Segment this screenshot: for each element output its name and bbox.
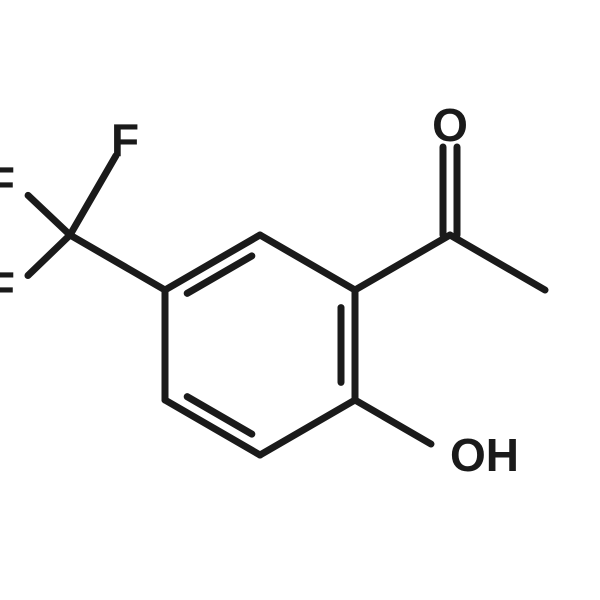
bond: [70, 235, 165, 290]
atom-label-f: F: [0, 157, 15, 209]
atom-label-o: O: [432, 99, 468, 151]
bond: [260, 400, 355, 455]
bond: [28, 195, 70, 235]
bond: [260, 235, 355, 290]
atom-label-f: F: [111, 114, 139, 166]
bond: [355, 400, 431, 444]
bond: [355, 235, 450, 290]
bond: [450, 235, 545, 290]
bond: [28, 235, 70, 276]
atom-label-oh: OH: [450, 429, 519, 481]
atom-label-f: F: [0, 262, 15, 314]
chemical-structure: F F F O OH: [0, 0, 600, 600]
bond: [70, 156, 116, 235]
bonds-layer: [28, 147, 545, 455]
